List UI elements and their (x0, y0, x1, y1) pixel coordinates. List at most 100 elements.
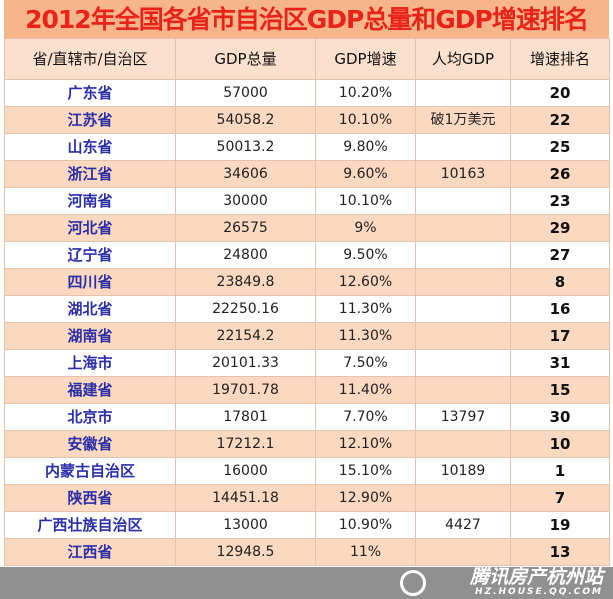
gdp-per-capita (415, 187, 511, 215)
gdp-growth: 7.50% (315, 349, 416, 377)
growth-rank: 1 (510, 457, 610, 485)
gdp-total: 26575 (175, 214, 316, 242)
growth-rank: 7 (510, 484, 610, 512)
table-row: 内蒙古自治区 16000 15.10% 10189 1 (4, 457, 610, 485)
gdp-per-capita (415, 133, 511, 161)
column-header: GDP增速 (315, 38, 416, 80)
region-name: 安徽省 (4, 430, 176, 458)
table-row: 陕西省 14451.18 12.90% 7 (4, 484, 610, 512)
column-header: 省/直辖市/自治区 (4, 38, 176, 80)
table-row: 江西省 12948.5 11% 13 (4, 538, 610, 566)
watermark-name: 腾讯房产杭州站 (469, 566, 603, 588)
growth-rank: 31 (510, 349, 610, 377)
gdp-growth: 15.10% (315, 457, 416, 485)
column-header: 人均GDP (415, 38, 511, 80)
gdp-per-capita (415, 268, 511, 296)
gdp-per-capita: 4427 (415, 511, 511, 539)
gdp-growth: 10.10% (315, 106, 416, 134)
gdp-total: 34606 (175, 160, 316, 188)
gdp-growth: 9.60% (315, 160, 416, 188)
gdp-per-capita (415, 79, 511, 107)
table-row: 四川省 23849.8 12.60% 8 (4, 268, 610, 296)
table-row: 山东省 50013.2 9.80% 25 (4, 133, 610, 161)
growth-rank: 13 (510, 538, 610, 566)
gdp-growth: 9.50% (315, 241, 416, 269)
gdp-growth: 11% (315, 538, 416, 566)
region-name: 湖南省 (4, 322, 176, 350)
gdp-growth: 12.90% (315, 484, 416, 512)
region-name: 四川省 (4, 268, 176, 296)
table-row: 上海市 20101.33 7.50% 31 (4, 349, 610, 377)
gdp-per-capita (415, 241, 511, 269)
growth-rank: 27 (510, 241, 610, 269)
table-row: 河南省 30000 10.10% 23 (4, 187, 610, 215)
house-logo-icon (400, 570, 426, 596)
region-name: 江西省 (4, 538, 176, 566)
growth-rank: 20 (510, 79, 610, 107)
gdp-growth: 7.70% (315, 403, 416, 431)
growth-rank: 29 (510, 214, 610, 242)
gdp-per-capita (415, 430, 511, 458)
gdp-growth: 11.30% (315, 322, 416, 350)
gdp-total: 50013.2 (175, 133, 316, 161)
watermark: 腾讯房产杭州站 HZ.HOUSE.QQ.COM (470, 567, 603, 598)
gdp-growth: 10.20% (315, 79, 416, 107)
growth-rank: 23 (510, 187, 610, 215)
gdp-per-capita (415, 538, 511, 566)
region-name: 河北省 (4, 214, 176, 242)
table-row: 江苏省 54058.2 10.10% 破1万美元 22 (4, 106, 610, 134)
table-row: 广东省 57000 10.20% 20 (4, 79, 610, 107)
gdp-total: 17801 (175, 403, 316, 431)
gdp-per-capita (415, 349, 511, 377)
table-row: 湖北省 22250.16 11.30% 16 (4, 295, 610, 323)
table-row: 北京市 17801 7.70% 13797 30 (4, 403, 610, 431)
gdp-growth: 12.10% (315, 430, 416, 458)
gdp-table: 省/直辖市/自治区 GDP总量 GDP增速 人均GDP 增速排名 广东省 57000 10.… (4, 38, 610, 566)
gdp-total: 23849.8 (175, 268, 316, 296)
region-name: 浙江省 (4, 160, 176, 188)
gdp-total: 22154.2 (175, 322, 316, 350)
page-title: 2012年全国各省市自治区GDP总量和GDP增速排名 (4, 0, 609, 38)
region-name: 北京市 (4, 403, 176, 431)
growth-rank: 15 (510, 376, 610, 404)
growth-rank: 25 (510, 133, 610, 161)
gdp-total: 13000 (175, 511, 316, 539)
gdp-growth: 9% (315, 214, 416, 242)
growth-rank: 17 (510, 322, 610, 350)
gdp-growth: 12.60% (315, 268, 416, 296)
region-name: 内蒙古自治区 (4, 457, 176, 485)
header-row: 省/直辖市/自治区 GDP总量 GDP增速 人均GDP 增速排名 (4, 38, 610, 80)
table-row: 安徽省 17212.1 12.10% 10 (4, 430, 610, 458)
region-name: 山东省 (4, 133, 176, 161)
growth-rank: 10 (510, 430, 610, 458)
region-name: 辽宁省 (4, 241, 176, 269)
gdp-total: 19701.78 (175, 376, 316, 404)
gdp-total: 54058.2 (175, 106, 316, 134)
growth-rank: 19 (510, 511, 610, 539)
gdp-per-capita: 10163 (415, 160, 511, 188)
gdp-per-capita: 13797 (415, 403, 511, 431)
growth-rank: 16 (510, 295, 610, 323)
gdp-growth: 9.80% (315, 133, 416, 161)
table-row: 浙江省 34606 9.60% 10163 26 (4, 160, 610, 188)
table-row: 福建省 19701.78 11.40% 15 (4, 376, 610, 404)
watermark-url: HZ.HOUSE.QQ.COM (475, 587, 603, 597)
growth-rank: 26 (510, 160, 610, 188)
column-header: GDP总量 (175, 38, 316, 80)
region-name: 河南省 (4, 187, 176, 215)
gdp-total: 16000 (175, 457, 316, 485)
growth-rank: 30 (510, 403, 610, 431)
gdp-total: 20101.33 (175, 349, 316, 377)
growth-rank: 8 (510, 268, 610, 296)
table-row: 辽宁省 24800 9.50% 27 (4, 241, 610, 269)
gdp-growth: 10.90% (315, 511, 416, 539)
gdp-per-capita: 10189 (415, 457, 511, 485)
region-name: 湖北省 (4, 295, 176, 323)
region-name: 上海市 (4, 349, 176, 377)
gdp-per-capita (415, 322, 511, 350)
table-row: 广西壮族自治区 13000 10.90% 4427 19 (4, 511, 610, 539)
gdp-growth: 10.10% (315, 187, 416, 215)
gdp-growth: 11.40% (315, 376, 416, 404)
region-name: 广东省 (4, 79, 176, 107)
gdp-per-capita: 破1万美元 (415, 106, 511, 134)
